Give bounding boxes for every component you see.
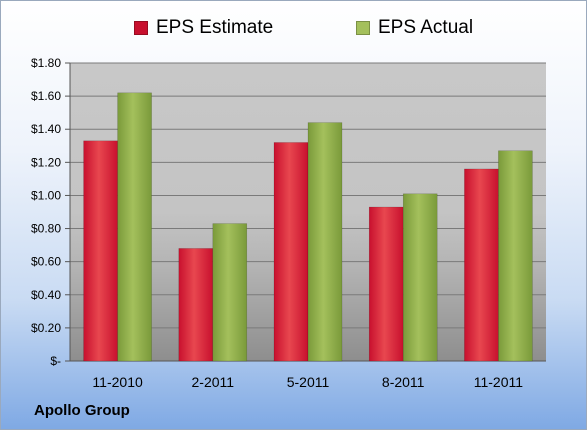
y-tick-label: $1.20 xyxy=(31,155,61,169)
y-tick-label: $- xyxy=(50,354,61,368)
y-tick-label: $0.60 xyxy=(31,255,61,269)
bar-eps-actual xyxy=(117,92,152,362)
company-name: Apollo Group xyxy=(34,402,130,419)
legend-item-estimate: EPS Estimate xyxy=(134,13,273,43)
bar-eps-estimate xyxy=(273,142,309,362)
y-tick-label: $1.60 xyxy=(31,89,61,103)
y-tick-label: $0.40 xyxy=(31,288,61,302)
legend-item-actual: EPS Actual xyxy=(356,13,473,43)
bars xyxy=(83,92,533,362)
bar-eps-estimate xyxy=(368,206,404,362)
x-axis-category-labels: 11-2010 2-2011 5-2011 8-2011 11-2011 xyxy=(92,374,523,390)
legend-label-estimate: EPS Estimate xyxy=(156,17,274,38)
bar-eps-estimate xyxy=(83,140,118,362)
legend-swatch-actual xyxy=(356,21,370,35)
y-tick-label: $1.00 xyxy=(31,188,61,202)
x-category-label: 11-2010 xyxy=(92,374,143,390)
bar-eps-actual xyxy=(212,223,248,362)
bar-eps-actual xyxy=(307,122,343,362)
x-category-label: 5-2011 xyxy=(287,374,330,390)
bar-eps-actual xyxy=(402,193,438,362)
x-category-label: 11-2011 xyxy=(474,374,524,390)
y-tick-label: $1.80 xyxy=(31,56,61,70)
y-axis-tick-labels: $- $0.20 $0.40 $0.60 $0.80 $1.00 $1.20 $1.40 $1.… xyxy=(31,56,61,368)
legend: EPS Estimate EPS Actual xyxy=(1,13,586,43)
x-category-label: 8-2011 xyxy=(382,374,425,390)
x-category-label: 2-2011 xyxy=(192,374,235,390)
y-tick-label: $1.40 xyxy=(31,122,61,136)
bar-eps-estimate xyxy=(464,168,499,362)
legend-label-actual: EPS Actual xyxy=(378,17,474,38)
legend-swatch-estimate xyxy=(134,21,148,35)
bar-eps-actual xyxy=(498,150,533,362)
bar-eps-estimate xyxy=(178,248,214,362)
y-tick-label: $0.80 xyxy=(31,222,61,236)
y-tick-label: $0.20 xyxy=(31,321,61,335)
